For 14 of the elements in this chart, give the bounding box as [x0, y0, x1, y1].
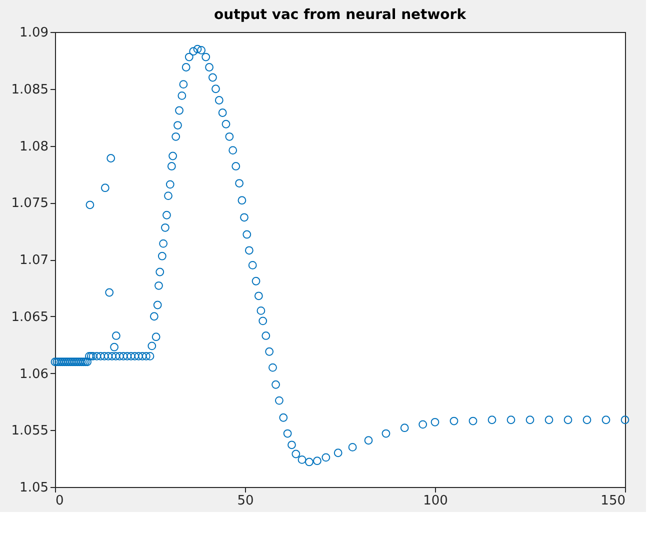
y-tick-label: 1.075 — [11, 196, 48, 212]
y-tick-label: 1.05 — [20, 480, 48, 496]
y-tick-label: 1.085 — [11, 82, 48, 98]
y-tick-label: 1.08 — [20, 139, 48, 154]
y-tick-label: 1.055 — [11, 424, 48, 439]
chart-title: output vac from neural network — [214, 7, 467, 23]
x-tick-label: 150 — [600, 494, 626, 508]
x-tick-label: 50 — [237, 494, 254, 508]
x-tick-label: 0 — [56, 494, 64, 508]
y-tick-label: 1.065 — [11, 310, 48, 325]
x-tick-label: 100 — [423, 494, 448, 508]
y-tick-label: 1.09 — [20, 26, 48, 40]
y-tick-label: 1.07 — [20, 253, 48, 268]
y-tick-label: 1.06 — [20, 366, 48, 382]
